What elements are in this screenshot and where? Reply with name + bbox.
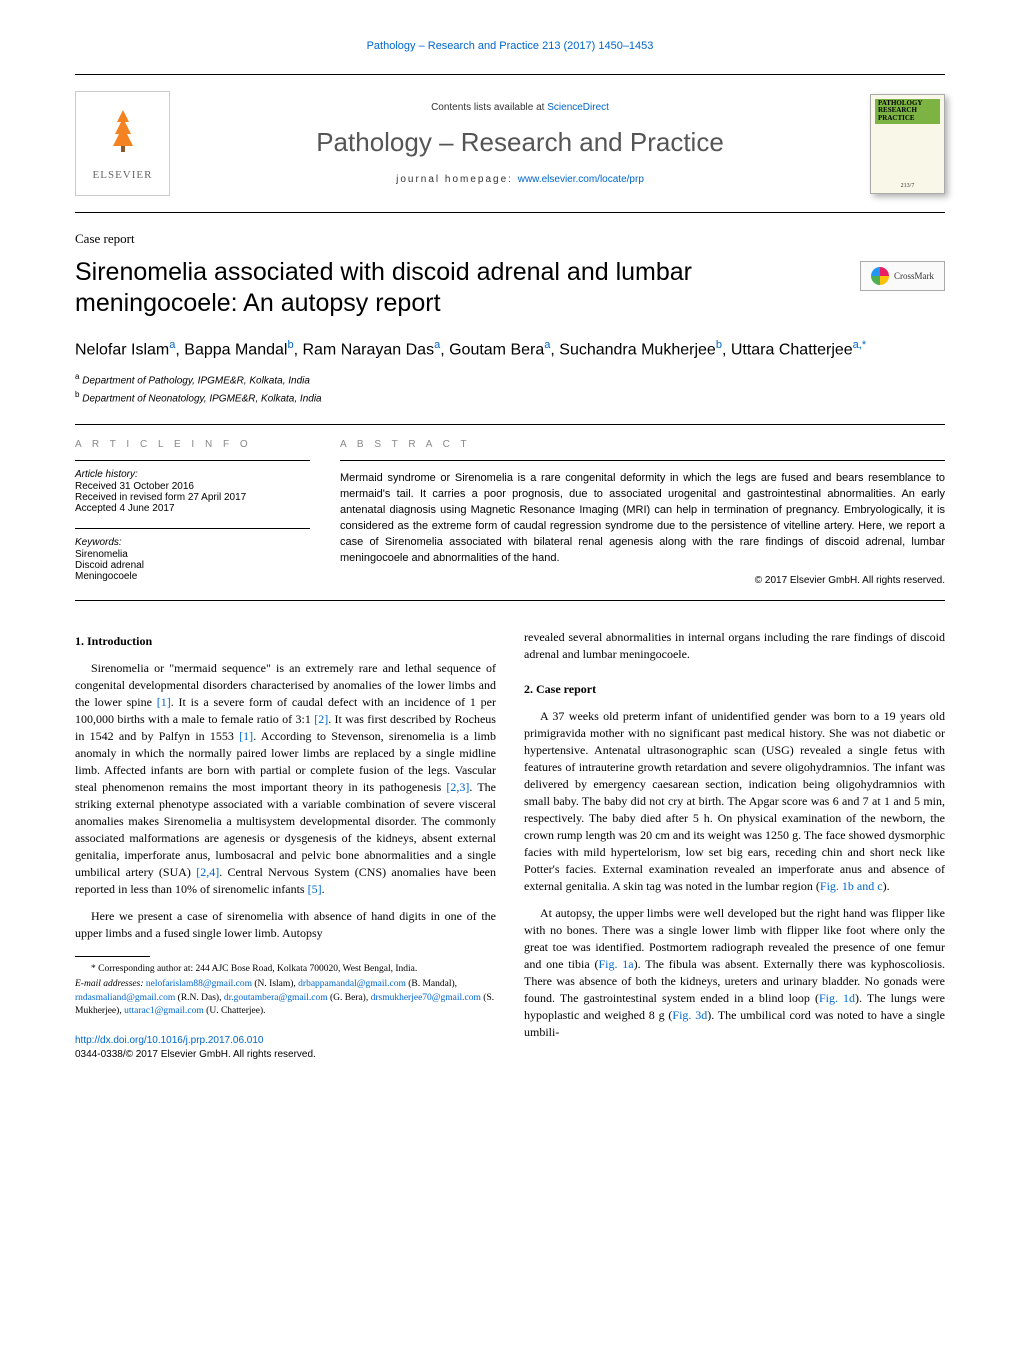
author-name: Bappa Mandal: [184, 341, 287, 358]
doi-link[interactable]: http://dx.doi.org/10.1016/j.prp.2017.06.…: [75, 1035, 263, 1046]
author-name: Suchandra Mukherjee: [559, 341, 716, 358]
article-info-column: A R T I C L E I N F O Article history: R…: [75, 439, 310, 586]
meta-abstract-block: A R T I C L E I N F O Article history: R…: [75, 424, 945, 601]
keyword: Meningocoele: [75, 571, 310, 582]
history-revised: Received in revised form 27 April 2017: [75, 492, 310, 503]
citation-link[interactable]: [2,4]: [196, 865, 219, 879]
email-link[interactable]: drsmukherjee70@gmail.com: [371, 993, 481, 1003]
body-paragraph: revealed several abnormalities in intern…: [524, 629, 945, 663]
affiliation-text: Department of Neonatology, IPGME&R, Kolk…: [82, 393, 321, 404]
author-name: Uttara Chatterjee: [731, 341, 853, 358]
citation-link[interactable]: [2]: [314, 712, 328, 726]
authors-list: Nelofar Islama, Bappa Mandalb, Ram Naray…: [75, 338, 945, 362]
history-received: Received 31 October 2016: [75, 481, 310, 492]
email-author: (U. Chatterjee).: [206, 1006, 265, 1016]
footnote-separator: [75, 956, 150, 957]
body-paragraph: Sirenomelia or "mermaid sequence" is an …: [75, 660, 496, 898]
crossmark-icon: [871, 267, 889, 285]
article-type: Case report: [75, 231, 945, 247]
abstract-heading: A B S T R A C T: [340, 439, 945, 450]
email-author: (B. Mandal),: [408, 979, 457, 989]
author-name: Goutam Bera: [449, 341, 544, 358]
body-paragraph: At autopsy, the upper limbs were well de…: [524, 905, 945, 1041]
author-affiliation-sup: a,*: [853, 339, 866, 351]
cover-issue: 213/7: [901, 183, 915, 189]
footnotes: * Corresponding author at: 244 AJC Bose …: [75, 963, 496, 1018]
author-affiliation-sup: b: [716, 339, 722, 351]
figure-link[interactable]: Fig. 1a: [598, 957, 633, 971]
citation-link[interactable]: [2,3]: [446, 780, 469, 794]
citation-link[interactable]: [1]: [157, 695, 171, 709]
section-heading-intro: 1. Introduction: [75, 633, 496, 650]
affiliation-sup: a: [75, 372, 79, 381]
email-link[interactable]: drbappamandal@gmail.com: [298, 979, 406, 989]
body-paragraph: Here we present a case of sirenomelia wi…: [75, 908, 496, 942]
contents-prefix: Contents lists available at: [431, 102, 547, 113]
author-name: Nelofar Islam: [75, 341, 169, 358]
abstract-text: Mermaid syndrome or Sirenomelia is a rar…: [340, 471, 945, 567]
homepage-link[interactable]: www.elsevier.com/locate/prp: [518, 174, 644, 185]
abstract-column: A B S T R A C T Mermaid syndrome or Sire…: [340, 439, 945, 586]
history-accepted: Accepted 4 June 2017: [75, 503, 310, 514]
affiliation-sup: b: [75, 390, 79, 399]
abstract-copyright: © 2017 Elsevier GmbH. All rights reserve…: [340, 575, 945, 586]
elsevier-tree-icon: [101, 106, 145, 165]
keywords-label: Keywords:: [75, 537, 310, 548]
body-paragraph: A 37 weeks old preterm infant of unident…: [524, 708, 945, 895]
figure-link[interactable]: Fig. 3d: [672, 1008, 707, 1022]
figure-link[interactable]: Fig. 1b and c: [820, 879, 883, 893]
header-citation-link[interactable]: Pathology – Research and Practice 213 (2…: [367, 40, 654, 52]
email-link[interactable]: uttarac1@gmail.com: [124, 1006, 204, 1016]
keywords-block: Keywords: Sirenomelia Discoid adrenal Me…: [75, 528, 310, 582]
email-author: (R.N. Das),: [178, 993, 222, 1003]
figure-link[interactable]: Fig. 1d: [819, 991, 855, 1005]
author-affiliation-sup: a: [434, 339, 440, 351]
article-history-block: Article history: Received 31 October 201…: [75, 460, 310, 514]
elsevier-logo: ELSEVIER: [75, 91, 170, 196]
citation-link[interactable]: [1]: [239, 729, 253, 743]
header-rule-bottom: [75, 212, 945, 213]
sciencedirect-link[interactable]: ScienceDirect: [547, 102, 609, 113]
keyword: Sirenomelia: [75, 549, 310, 560]
author-affiliation-sup: b: [287, 339, 293, 351]
elsevier-wordmark: ELSEVIER: [93, 169, 153, 181]
email-author: (N. Islam),: [254, 979, 295, 989]
footer-doi-block: http://dx.doi.org/10.1016/j.prp.2017.06.…: [75, 1034, 496, 1062]
email-link[interactable]: rndasmaliand@gmail.com: [75, 993, 175, 1003]
author-name: Ram Narayan Das: [302, 341, 434, 358]
corresponding-author-note: * Corresponding author at: 244 AJC Bose …: [75, 963, 496, 976]
running-header: Pathology – Research and Practice 213 (2…: [75, 40, 945, 52]
cover-title: PATHOLOGY RESEARCH PRACTICE: [875, 99, 940, 124]
homepage-prefix: journal homepage:: [396, 174, 518, 185]
homepage-line: journal homepage: www.elsevier.com/locat…: [190, 174, 850, 185]
affiliations: a Department of Pathology, IPGME&R, Kolk…: [75, 371, 945, 406]
keyword: Discoid adrenal: [75, 560, 310, 571]
author-affiliation-sup: a: [544, 339, 550, 351]
body-two-column: 1. Introduction Sirenomelia or "mermaid …: [75, 629, 945, 1063]
article-info-heading: A R T I C L E I N F O: [75, 439, 310, 450]
banner-center: Contents lists available at ScienceDirec…: [170, 102, 870, 185]
email-author: (G. Bera),: [330, 993, 368, 1003]
email-link[interactable]: nelofarislam88@gmail.com: [146, 979, 252, 989]
affiliation-text: Department of Pathology, IPGME&R, Kolkat…: [82, 376, 310, 387]
article-title: Sirenomelia associated with discoid adre…: [75, 257, 805, 320]
history-label: Article history:: [75, 469, 310, 480]
citation-link[interactable]: [5]: [308, 882, 322, 896]
crossmark-label: CrossMark: [894, 271, 934, 281]
issn-copyright: 0344-0338/© 2017 Elsevier GmbH. All righ…: [75, 1048, 496, 1062]
section-heading-case: 2. Case report: [524, 681, 945, 698]
crossmark-badge[interactable]: CrossMark: [860, 261, 945, 291]
contents-available-line: Contents lists available at ScienceDirec…: [190, 102, 850, 113]
journal-banner: ELSEVIER Contents lists available at Sci…: [75, 75, 945, 212]
email-link[interactable]: dr.goutambera@gmail.com: [224, 993, 328, 1003]
journal-name: Pathology – Research and Practice: [190, 127, 850, 158]
journal-cover-thumb: PATHOLOGY RESEARCH PRACTICE 213/7: [870, 94, 945, 194]
author-affiliation-sup: a: [169, 339, 175, 351]
article-header: Case report Sirenomelia associated with …: [75, 231, 945, 406]
email-addresses: E-mail addresses: nelofarislam88@gmail.c…: [75, 978, 496, 1018]
email-label: E-mail addresses:: [75, 979, 144, 989]
